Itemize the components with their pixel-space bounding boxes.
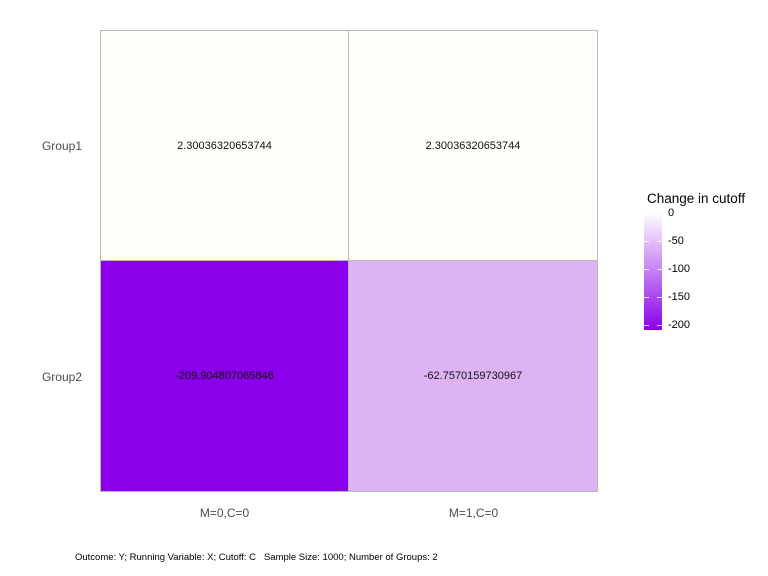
- figure-caption: Outcome: Y; Running Variable: X; Cutoff:…: [75, 552, 438, 563]
- legend-tick-mark: [644, 297, 649, 298]
- legend-colorbar: [644, 212, 662, 330]
- heatmap-panel: 2.30036320653744 2.30036320653744 -209.9…: [100, 30, 598, 492]
- y-axis-label-group1: Group1: [41, 139, 82, 153]
- legend-tick-mark: [657, 297, 662, 298]
- cell-value: 2.30036320653744: [177, 139, 272, 152]
- legend-tick-mark: [657, 325, 662, 326]
- heatmap-cell-group2-m0c0: -209.904807065846: [101, 261, 349, 491]
- legend-tick-mark: [644, 213, 649, 214]
- legend-tick-label-0: 0: [668, 207, 675, 219]
- legend-tick-label-100: -100: [668, 263, 691, 275]
- heatmap-cell-group1-m1c0: 2.30036320653744: [349, 31, 597, 261]
- legend-tick-mark: [657, 213, 662, 214]
- heatmap-cell-group1-m0c0: 2.30036320653744: [101, 31, 349, 261]
- heatmap-cell-group2-m1c0: -62.7570159730967: [349, 261, 597, 491]
- legend-tick-mark: [644, 269, 649, 270]
- x-axis-label-m0c0: M=0,C=0: [199, 506, 250, 520]
- cell-value: -62.7570159730967: [423, 370, 523, 382]
- legend-tick-label-50: -50: [668, 235, 684, 247]
- legend-tick-label-200: -200: [668, 319, 691, 331]
- legend-tick-mark: [644, 325, 649, 326]
- x-axis-label-m1c0: M=1,C=0: [448, 506, 499, 520]
- legend-tick-mark: [657, 269, 662, 270]
- y-axis-label-group2: Group2: [41, 370, 82, 384]
- legend-tick-mark: [644, 241, 649, 242]
- legend-title: Change in cutoff: [647, 191, 746, 206]
- cell-value: -209.904807065846: [175, 370, 274, 382]
- cell-value: 2.30036320653744: [425, 139, 521, 152]
- legend-tick-mark: [657, 241, 662, 242]
- legend-tick-label-150: -150: [668, 291, 691, 303]
